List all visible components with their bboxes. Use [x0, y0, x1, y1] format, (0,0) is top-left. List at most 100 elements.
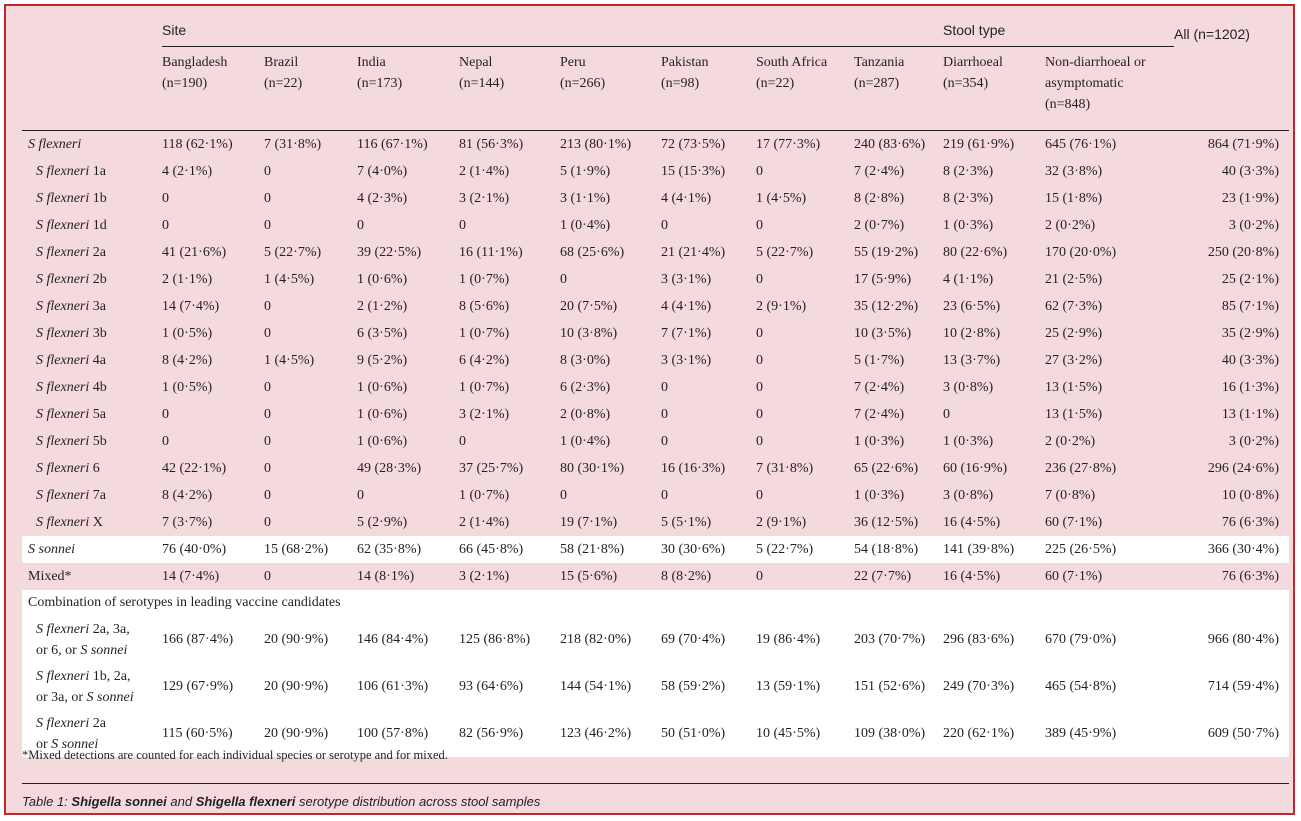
table-cell: 20 (90·9%) — [264, 710, 357, 757]
row-label-serotype: 1a — [89, 163, 106, 179]
table-cell: 465 (54·8%) — [1045, 663, 1175, 710]
table-cell: 7 (2·4%) — [854, 406, 905, 422]
table-cell: 0 — [756, 487, 763, 503]
table-cell: 10 (45·5%) — [756, 710, 854, 757]
table-cell: 21 (21·4%) — [661, 244, 726, 260]
row-label-species: S sonnei — [28, 541, 76, 557]
table-cell: 109 (38·0%) — [854, 710, 943, 757]
table-row: Mixed* 14 (7·4%) 0 14 (8·1%) 3 (2·1%) 15 (5·6… — [22, 563, 1289, 590]
table-cell: 0 — [756, 379, 763, 395]
table-row: S flexneri 7a 8 (4·2%) 0 0 1 (0·7%) 0 0 0 1 (0·3… — [22, 482, 1289, 509]
row-label: S flexneri 5b — [22, 428, 162, 455]
table-cell: 146 (84·4%) — [357, 616, 459, 663]
table-cell: 0 — [264, 487, 271, 503]
table-cell: 20 (90·9%) — [264, 616, 357, 663]
row-label-species: S flexneri — [36, 460, 90, 476]
combo-species-2: S sonnei — [80, 642, 128, 658]
column-name: Tanzania — [854, 55, 905, 70]
table-cell: 7 (31·8%) — [264, 130, 357, 158]
table-cell: 0 — [459, 217, 466, 233]
column-name: Peru — [560, 55, 586, 70]
column-header: Non-diarrhoeal or asymptomatic (n=848) — [1045, 47, 1174, 131]
table-cell: 3 (0·8%) — [943, 379, 994, 395]
combination-row: S flexneri 2a, 3a, or 6, or S sonnei 166 (… — [22, 616, 1290, 663]
table-panel: Site Stool type All (n=1202) Bangladesh (… — [4, 4, 1295, 815]
table-cell: 54 (18·8%) — [854, 536, 943, 563]
table-cell: 0 — [264, 298, 271, 314]
table-cell: 3 (3·1%) — [661, 352, 712, 368]
table-cell: 19 (86·4%) — [756, 616, 854, 663]
table-cell: 2 (9·1%) — [756, 298, 807, 314]
table-cell: 8 (5·6%) — [459, 298, 510, 314]
table-cell: 1 (0·5%) — [162, 325, 213, 341]
table-cell: 1 (0·3%) — [854, 433, 905, 449]
table-cell: 0 — [264, 433, 271, 449]
table-cell: 2 (1·4%) — [459, 163, 510, 179]
table-footnote: *Mixed detections are counted for each i… — [22, 748, 448, 762]
table-cell: 10 (3·5%) — [854, 325, 912, 341]
row-label-serotype: 6 — [89, 460, 100, 476]
table-cell: 0 — [661, 433, 668, 449]
table-cell: 219 (61·9%) — [943, 130, 1045, 158]
combination-row: S flexneri 1b, 2a, or 3a, or S sonnei 129 … — [22, 663, 1290, 710]
table-cell: 60 (7·1%) — [1045, 568, 1103, 584]
combo-species-2: S sonnei — [51, 736, 99, 752]
table-cell: 2 (0·2%) — [1045, 217, 1096, 233]
row-label-serotype: 5a — [89, 406, 106, 422]
table-cell: 66 (45·8%) — [459, 536, 560, 563]
table-row: S flexneri 2a 41 (21·6%) 5 (22·7%) 39 (22·5… — [22, 239, 1289, 266]
table-cell: 17 (77·3%) — [756, 130, 854, 158]
all-cell: 35 (2·9%) — [1221, 325, 1280, 341]
all-cell: 714 (59·4%) — [1174, 663, 1290, 710]
column-header: Peru (n=266) — [560, 47, 661, 131]
table-cell: 13 (3·7%) — [943, 352, 1001, 368]
row-label-serotype: X — [89, 514, 103, 530]
table-cell: 123 (46·2%) — [560, 710, 661, 757]
table-cell: 13 (1·5%) — [1045, 406, 1103, 422]
all-cell: 85 (7·1%) — [1221, 298, 1280, 314]
combo-serotypes: 2a — [89, 715, 106, 731]
table-cell: 213 (80·1%) — [560, 130, 661, 158]
table-cell: 19 (7·1%) — [560, 514, 618, 530]
table-cell: 5 (2·9%) — [357, 514, 408, 530]
table-cell: 2 (0·2%) — [1045, 433, 1096, 449]
column-header: Nepal (n=144) — [459, 47, 560, 131]
table-cell: 1 (0·3%) — [943, 433, 994, 449]
table-cell: 25 (2·9%) — [1045, 325, 1103, 341]
row-label-species: S flexneri — [36, 406, 90, 422]
table-cell: 0 — [756, 568, 763, 584]
table-cell: 240 (83·6%) — [854, 130, 943, 158]
column-n: (n=266) — [560, 76, 606, 91]
stool-type-group-header: Stool type — [943, 14, 1175, 47]
table-cell: 0 — [661, 487, 668, 503]
table-cell: 15 (1·8%) — [1045, 190, 1103, 206]
table-cell: 81 (56·3%) — [459, 130, 560, 158]
table-cell: 50 (51·0%) — [661, 710, 756, 757]
table-cell: 13 (1·5%) — [1045, 379, 1103, 395]
all-cell: 250 (20·8%) — [1207, 244, 1280, 260]
table-cell: 0 — [661, 217, 668, 233]
table-cell: 0 — [943, 406, 950, 422]
table-cell: 3 (2·1%) — [459, 568, 510, 584]
row-label: S flexneri 2a — [22, 239, 162, 266]
row-label-species: S flexneri — [36, 352, 90, 368]
table-cell: 1 (0·6%) — [357, 379, 408, 395]
table-row: S flexneri 1b 0 0 4 (2·3%) 3 (2·1%) 3 (1·1%) 4… — [22, 185, 1289, 212]
row-label-serotype: 5b — [89, 433, 107, 449]
column-n: (n=287) — [854, 76, 900, 91]
column-n: (n=173) — [357, 76, 403, 91]
table-cell: 1 (0·4%) — [560, 217, 611, 233]
column-header: South Africa (n=22) — [756, 47, 854, 131]
corner-cell — [22, 14, 162, 47]
table-cell: 1 (0·3%) — [943, 217, 994, 233]
table-cell: 60 (16·9%) — [943, 460, 1008, 476]
table-row: S flexneri 3a 14 (7·4%) 0 2 (1·2%) 8 (5·6%) 2… — [22, 293, 1289, 320]
table-cell: 1 (0·7%) — [459, 271, 510, 287]
all-column-header: All (n=1202) — [1174, 26, 1250, 42]
table-cell: 106 (61·3%) — [357, 663, 459, 710]
table-cell: 1 (0·7%) — [459, 487, 510, 503]
column-n: (n=190) — [162, 76, 208, 91]
table-cell: 0 — [357, 487, 364, 503]
table-cell: 0 — [560, 487, 567, 503]
all-cell: 966 (80·4%) — [1174, 616, 1290, 663]
